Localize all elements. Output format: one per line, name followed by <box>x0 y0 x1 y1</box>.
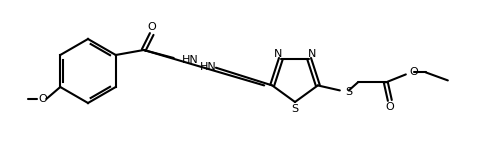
Text: N: N <box>308 49 317 59</box>
Text: O: O <box>38 94 47 104</box>
Text: S: S <box>291 104 299 114</box>
Text: S: S <box>345 87 352 97</box>
Text: N: N <box>274 49 282 59</box>
Text: HN: HN <box>200 62 216 72</box>
Text: HN: HN <box>182 55 199 65</box>
Text: O: O <box>386 102 394 112</box>
Text: O: O <box>147 22 156 32</box>
Text: O: O <box>410 67 419 77</box>
